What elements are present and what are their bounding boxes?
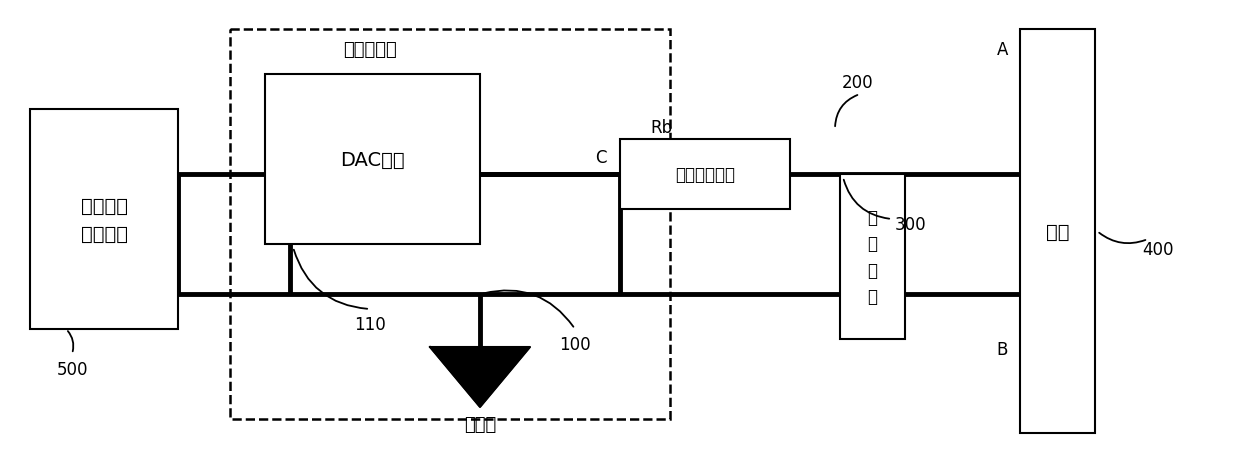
- Bar: [1021, 30, 1095, 433]
- Polygon shape: [430, 347, 529, 407]
- Text: 300: 300: [894, 216, 926, 233]
- Text: Rb: Rb: [650, 119, 672, 137]
- Bar: [839, 175, 905, 339]
- Text: 接口: 接口: [1045, 222, 1069, 241]
- Text: 参考地: 参考地: [464, 415, 496, 433]
- Text: 可调电阻电路: 可调电阻电路: [675, 166, 735, 184]
- Text: 110: 110: [355, 315, 386, 333]
- Text: 微处理器
控制单元: 微处理器 控制单元: [81, 196, 128, 243]
- Text: 500: 500: [56, 360, 88, 378]
- Text: 400: 400: [1142, 240, 1174, 258]
- Text: B: B: [997, 340, 1008, 358]
- Text: 100: 100: [559, 335, 590, 353]
- Text: C: C: [595, 149, 608, 167]
- Text: DAC电路: DAC电路: [340, 150, 404, 169]
- Text: 电压源模块: 电压源模块: [343, 41, 397, 59]
- Bar: [229, 30, 670, 419]
- Text: A: A: [997, 41, 1008, 59]
- Bar: [265, 75, 480, 244]
- Bar: [620, 140, 790, 210]
- Bar: [30, 110, 179, 329]
- Text: 检
测
电
路: 检 测 电 路: [868, 208, 878, 306]
- Text: 200: 200: [842, 74, 874, 92]
